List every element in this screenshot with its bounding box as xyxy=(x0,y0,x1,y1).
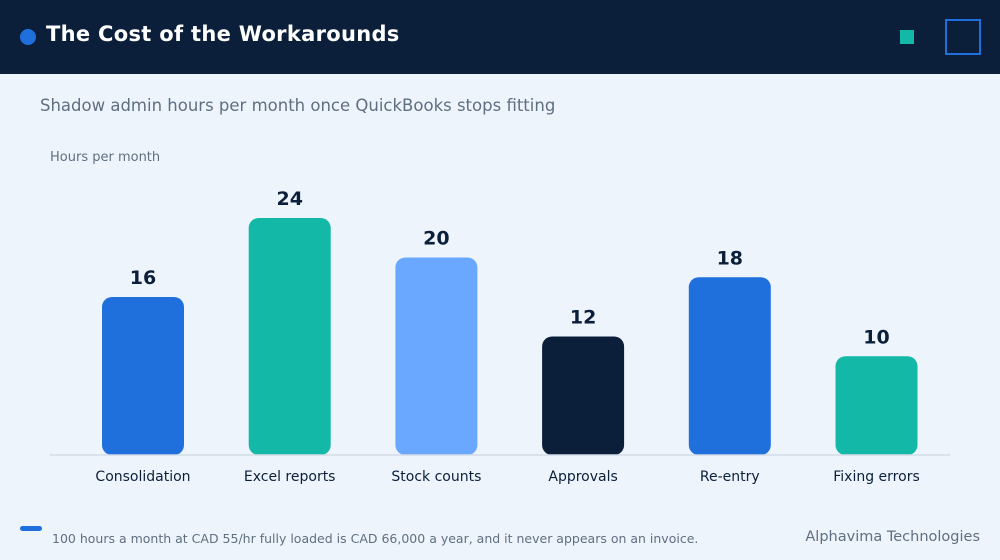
x-tick-label: Fixing errors xyxy=(833,469,920,485)
bar-consolidation xyxy=(102,297,184,455)
data-label: 24 xyxy=(276,188,302,210)
bar-excel-reports xyxy=(248,218,331,455)
x-tick-label: Approvals xyxy=(548,469,617,485)
footer-note: 100 hours a month at CAD 55/hr fully loa… xyxy=(52,531,699,546)
x-tick-label: Re-entry xyxy=(700,469,760,485)
bar-re-entry xyxy=(688,277,771,455)
header-dot-icon xyxy=(20,29,36,45)
teal-square-icon xyxy=(900,30,914,44)
bar-stock-counts xyxy=(395,257,478,455)
bar-chart: Hours per month 16 Consolidation 24 Excel r… xyxy=(50,150,950,485)
x-tick-label: Excel reports xyxy=(244,469,336,485)
data-label: 12 xyxy=(570,307,596,329)
data-label: 10 xyxy=(863,326,889,348)
data-label: 16 xyxy=(130,267,156,289)
data-label: 20 xyxy=(423,228,449,250)
chart-subtitle: Shadow admin hours per month once QuickB… xyxy=(40,96,556,115)
brand-name: Alphavima Technologies xyxy=(805,529,980,545)
data-label: 18 xyxy=(717,247,743,269)
outlined-square-icon xyxy=(945,19,981,55)
page-title: The Cost of the Workarounds xyxy=(46,22,400,46)
footer-accent-icon xyxy=(20,526,42,531)
x-tick-label: Consolidation xyxy=(95,469,190,485)
y-axis-label: Hours per month xyxy=(50,150,160,165)
bar-fixing-errors xyxy=(835,356,918,455)
bar-approvals xyxy=(542,336,625,455)
header-bar: The Cost of the Workarounds xyxy=(0,0,1000,74)
x-tick-label: Stock counts xyxy=(391,469,481,485)
